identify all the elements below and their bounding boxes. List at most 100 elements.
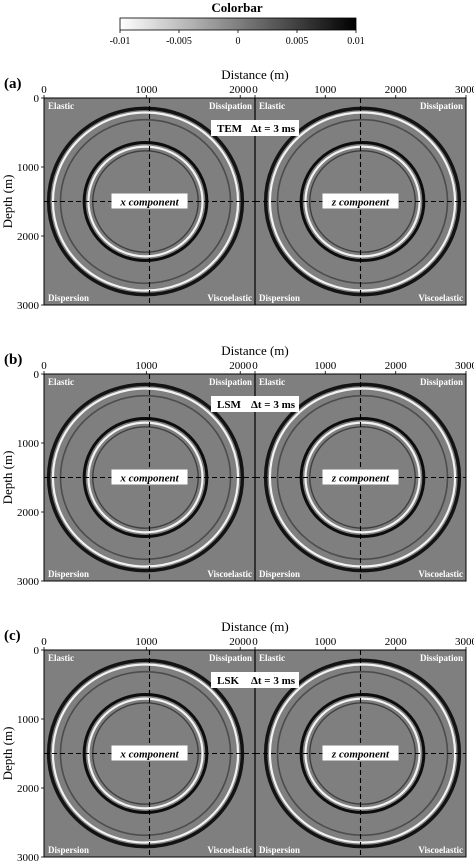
panel-letter: (b) [4,352,22,368]
x-tick-label: 0 [252,360,258,372]
z-component-label: z component [331,473,390,485]
panel-letter: (a) [4,76,22,92]
method-label: LSK [217,675,239,687]
z-component-label: z component [331,749,390,761]
method-label-box [211,396,299,412]
panels: (a) Distance (m) x component Elastic Dissipa… [0,67,474,864]
quadrant-label-viscoelastic: Viscoelastic [207,293,252,303]
y-tick-label: 0 [34,645,40,657]
panel: (b) Distance (m) x component Elastic Dissipa… [0,343,474,588]
x-tick-label: 1000 [135,636,158,648]
colorbar-tick-label: -0.005 [166,36,192,47]
x-tick-label: 1000 [135,360,158,372]
quadrant-label-elastic: Elastic [48,101,74,111]
x-tick-label: 0 [252,84,258,96]
y-axis-label: Depth (m) [0,451,15,505]
quadrant-label-viscoelastic: Viscoelastic [418,845,463,855]
x-tick-label: 3000 [455,360,474,372]
x-tick-label: 2000 [229,636,252,648]
x-tick-label: 1000 [135,84,158,96]
x-tick-label: 1000 [314,84,337,96]
component-label-box [111,193,188,209]
quadrant-label-dissipation: Dissipation [209,377,252,387]
quadrant-label-dispersion: Dispersion [259,845,300,855]
method-label-box [211,120,299,136]
x-component-label: x component [119,197,179,209]
x-tick-label: 2000 [229,360,252,372]
colorbar-tick-label: 0.005 [286,36,309,47]
y-axis-label: Depth (m) [0,175,15,229]
component-label-box [111,745,188,761]
x-tick-label: 0 [252,636,258,648]
y-tick-label: 1000 [17,438,40,450]
component-label-box [322,193,399,209]
x-tick-label: 1000 [314,636,337,648]
quadrant-label-viscoelastic: Viscoelastic [207,569,252,579]
colorbar-tick-label: -0.01 [110,36,131,47]
time-step-label: Δt = 3 ms [251,123,296,135]
colorbar-title: Colorbar [211,0,263,15]
x-tick-label: 1000 [314,360,337,372]
component-label-box [322,469,399,485]
y-tick-label: 1000 [17,714,40,726]
x-tick-label: 0 [41,360,47,372]
z-component-label: z component [331,197,390,209]
y-tick-label: 1000 [17,162,40,174]
quadrant-label-dissipation: Dissipation [209,653,252,663]
quadrant-label-dissipation: Dissipation [209,101,252,111]
x-tick-label: 2000 [385,84,408,96]
x-tick-label: 3000 [455,636,474,648]
quadrant-label-dissipation: Dissipation [420,653,463,663]
quadrant-label-dissipation: Dissipation [420,101,463,111]
quadrant-label-viscoelastic: Viscoelastic [418,569,463,579]
time-step-label: Δt = 3 ms [251,399,296,411]
panel-letter: (c) [4,628,21,644]
colorbar-tick-label: 0 [236,36,241,47]
x-tick-label: 2000 [229,84,252,96]
x-tick-label: 0 [41,636,47,648]
method-label: TEM [217,123,243,135]
quadrant-label-elastic: Elastic [259,101,285,111]
y-tick-label: 0 [34,93,40,105]
quadrant-label-elastic: Elastic [48,653,74,663]
x-component-label: x component [119,749,179,761]
y-tick-label: 2000 [17,507,40,519]
component-label-box [322,745,399,761]
colorbar-ticks: -0.01 -0.005 0 0.005 0.01 [110,30,365,47]
x-axis-label: Distance (m) [221,343,289,358]
method-label: LSM [217,399,241,411]
quadrant-label-dispersion: Dispersion [259,293,300,303]
colorbar-gradient [119,17,357,31]
x-axis-label: Distance (m) [221,67,289,82]
quadrant-label-elastic: Elastic [259,653,285,663]
quadrant-label-dispersion: Dispersion [259,569,300,579]
x-tick-label: 3000 [455,84,474,96]
quadrant-label-dispersion: Dispersion [48,569,89,579]
x-tick-label: 0 [41,84,47,96]
quadrant-label-dispersion: Dispersion [48,293,89,303]
quadrant-label-viscoelastic: Viscoelastic [207,845,252,855]
x-tick-label: 2000 [385,360,408,372]
time-step-label: Δt = 3 ms [251,675,296,687]
quadrant-label-dissipation: Dissipation [420,377,463,387]
y-tick-label: 0 [34,369,40,381]
colorbar-tick-label: 0.01 [347,36,365,47]
y-tick-label: 2000 [17,231,40,243]
y-tick-label: 3000 [17,576,40,588]
quadrant-label-dispersion: Dispersion [48,845,89,855]
x-component-label: x component [119,473,179,485]
y-tick-label: 3000 [17,300,40,312]
y-axis-label: Depth (m) [0,727,15,781]
x-tick-label: 2000 [385,636,408,648]
component-label-box [111,469,188,485]
quadrant-label-elastic: Elastic [259,377,285,387]
colorbar: Colorbar -0.01 -0.005 0 0.005 0.01 [110,0,365,47]
panel: (a) Distance (m) x component Elastic Dissipa… [0,67,474,312]
method-label-box [211,672,299,688]
y-tick-label: 3000 [17,852,40,864]
quadrant-label-viscoelastic: Viscoelastic [418,293,463,303]
y-tick-label: 2000 [17,783,40,795]
panel: (c) Distance (m) x component Elastic Dissipa… [0,619,474,864]
quadrant-label-elastic: Elastic [48,377,74,387]
